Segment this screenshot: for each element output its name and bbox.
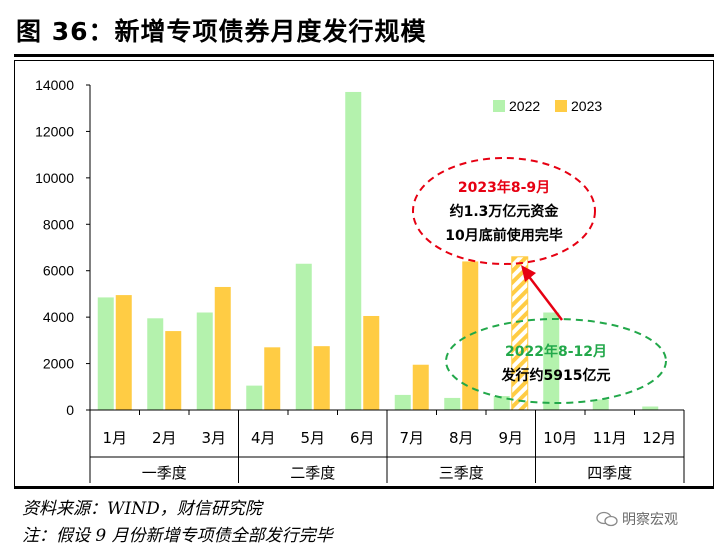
bar-2022-7 xyxy=(394,394,411,410)
bar-2022-3 xyxy=(196,312,213,410)
legend-label-2022: 2022 xyxy=(509,98,540,114)
annotation-2023-title: 2023年8-9月 xyxy=(458,179,550,196)
arrow-head xyxy=(521,265,536,282)
bar-2023-5 xyxy=(313,346,330,410)
annotation-2023-line2: 约1.3万亿元资金 xyxy=(450,203,560,220)
x-tick-label: 1月 xyxy=(102,429,127,447)
bar-2022-9 xyxy=(493,396,510,410)
bar-2023-2 xyxy=(165,331,182,410)
bar-2022-5 xyxy=(295,263,312,410)
source-note: 资料来源：WIND，财信研究院 xyxy=(22,499,262,519)
bar-2022-6 xyxy=(345,91,362,410)
y-tick-label: 0 xyxy=(66,402,74,418)
bar-2023-1 xyxy=(115,295,132,410)
x-tick-label: 3月 xyxy=(201,429,226,447)
annotation-ellipse-2023 xyxy=(412,157,596,265)
x-tick-label: 4月 xyxy=(251,429,276,447)
bar-2023-7 xyxy=(412,364,429,410)
wechat-icon xyxy=(596,511,618,527)
bar-2022-1 xyxy=(97,297,114,410)
bar-2023-6 xyxy=(363,315,380,410)
x-tick-label: 7月 xyxy=(399,429,424,447)
y-tick-label: 10000 xyxy=(35,170,74,186)
y-tick-label: 14000 xyxy=(35,77,74,93)
legend-swatch-2022 xyxy=(493,100,505,112)
bar-2022-4 xyxy=(246,385,263,410)
x-tick-label: 2月 xyxy=(152,429,177,447)
legend-label-2023: 2023 xyxy=(571,98,602,114)
y-tick-label: 12000 xyxy=(35,123,74,139)
quarter-label: 三季度 xyxy=(439,464,484,482)
bar-2022-12 xyxy=(642,406,659,410)
annotation-ellipse-2022 xyxy=(445,318,667,404)
watermark-text: 明察宏观 xyxy=(622,512,678,528)
bar-2022-2 xyxy=(147,318,164,410)
x-tick-label: 12月 xyxy=(642,429,676,447)
bar-2022-11 xyxy=(592,399,609,410)
x-tick-label: 10月 xyxy=(543,429,577,447)
x-tick-label: 8月 xyxy=(449,429,474,447)
title-rule xyxy=(14,54,714,57)
x-tick-label: 6月 xyxy=(350,429,375,447)
bar-2023-3 xyxy=(214,286,231,410)
annotation-2022-line2: 发行约5915亿元 xyxy=(501,367,611,384)
watermark: 明察宏观 xyxy=(596,509,678,529)
y-tick-label: 2000 xyxy=(43,356,74,372)
quarter-label: 二季度 xyxy=(290,464,335,482)
legend-swatch-2023 xyxy=(555,100,567,112)
x-tick-label: 5月 xyxy=(300,429,325,447)
y-tick-label: 8000 xyxy=(43,216,74,232)
figure-title: 图 36：新增专项债券月度发行规模 xyxy=(16,17,427,46)
arrow-line xyxy=(526,273,563,321)
annotation-2023-line3: 10月底前使用完毕 xyxy=(445,227,562,244)
assumption-note: 注：假设 9 月份新增专项债全部发行完毕 xyxy=(22,526,333,546)
bar-2022-10 xyxy=(543,312,560,410)
quarter-label: 一季度 xyxy=(142,464,187,482)
x-tick-label: 9月 xyxy=(498,429,523,447)
y-tick-label: 6000 xyxy=(43,263,74,279)
chart-frame xyxy=(14,60,714,487)
y-tick-label: 4000 xyxy=(43,309,74,325)
bar-2022-8 xyxy=(444,397,461,410)
bar-2023-4 xyxy=(264,347,281,410)
annotation-2022-title: 2022年8-12月 xyxy=(505,343,607,360)
x-tick-label: 11月 xyxy=(593,429,627,447)
footer-rule xyxy=(14,487,714,489)
quarter-label: 四季度 xyxy=(587,464,632,482)
